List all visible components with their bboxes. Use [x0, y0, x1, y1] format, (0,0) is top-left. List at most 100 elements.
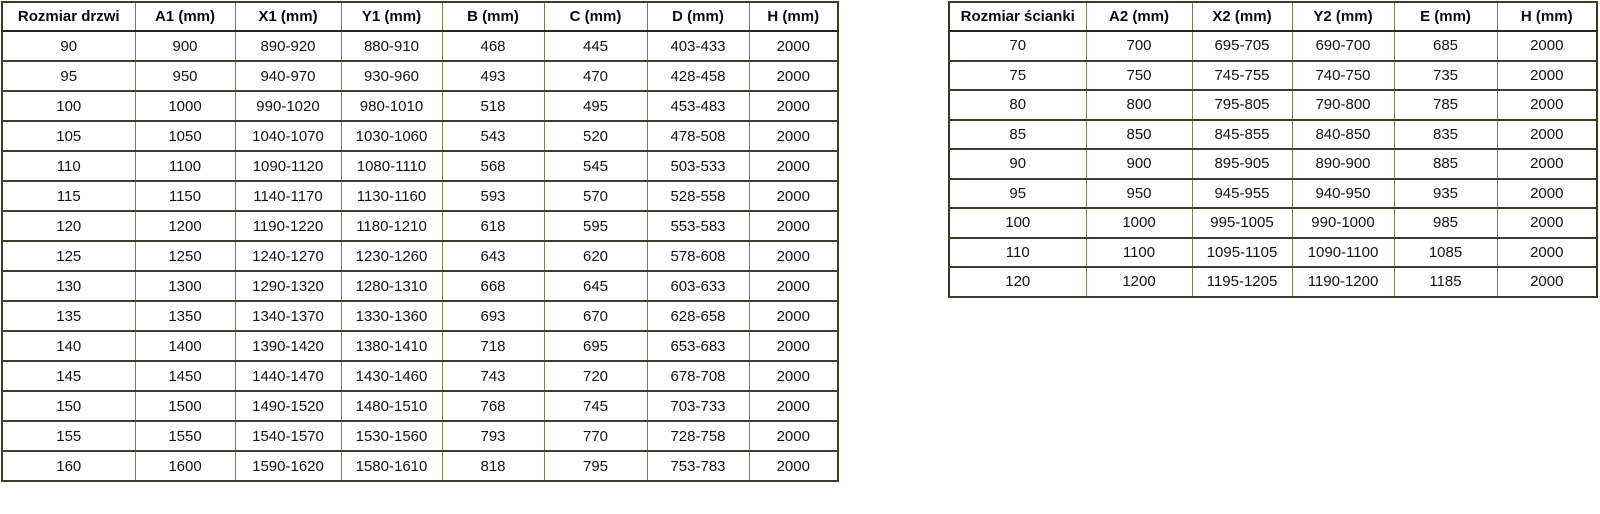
table-row: 80 800 795-805 790-800 785 2000	[948, 89, 1598, 121]
table-cell: 670	[543, 300, 648, 332]
table-cell: 1540-1570	[234, 420, 342, 452]
column-header: B (mm)	[441, 1, 545, 32]
column-header: Rozmiar ścianki	[948, 1, 1087, 32]
table-cell: 2000	[748, 30, 839, 62]
table-cell: 2000	[748, 90, 839, 122]
table-cell: 1030-1060	[340, 120, 443, 152]
table-cell: 1095-1105	[1191, 236, 1293, 268]
table-cell: 1190-1200	[1291, 266, 1395, 298]
table-cell: 720	[543, 360, 648, 392]
table-cell: 1380-1410	[340, 330, 443, 362]
table-cell: 850	[1085, 118, 1193, 150]
table-cell: 1250	[134, 240, 236, 272]
table-cell: 100	[1, 90, 136, 122]
table-row: 135 1350 1340-1370 1330-1360 693 670 628-658 20…	[1, 300, 839, 332]
table-row: 160 1600 1590-1620 1580-1610 818 795 753-783 20…	[1, 450, 839, 482]
table-cell: 1200	[1085, 266, 1193, 298]
column-header: Y2 (mm)	[1291, 1, 1395, 32]
table-cell: 468	[441, 30, 545, 62]
table-cell: 478-508	[646, 120, 750, 152]
table-cell: 1280-1310	[340, 270, 443, 302]
table-cell: 2000	[748, 330, 839, 362]
table-row: 115 1150 1140-1170 1130-1160 593 570 528-558 20…	[1, 180, 839, 212]
table-cell: 2000	[1496, 59, 1598, 91]
column-header: Rozmiar drzwi	[1, 1, 136, 32]
table-cell: 80	[948, 89, 1087, 121]
table-row: 145 1450 1440-1470 1430-1460 743 720 678-708 20…	[1, 360, 839, 392]
column-header: C (mm)	[543, 1, 648, 32]
table-cell: 2000	[1496, 207, 1598, 239]
table-row: 85 850 845-855 840-850 835 2000	[948, 118, 1598, 150]
table-cell: 403-433	[646, 30, 750, 62]
table-cell: 1240-1270	[234, 240, 342, 272]
table-cell: 2000	[748, 390, 839, 422]
table-row: 120 1200 1190-1220 1180-1210 618 595 553-583 20…	[1, 210, 839, 242]
table-cell: 1500	[134, 390, 236, 422]
table-cell: 1490-1520	[234, 390, 342, 422]
table-cell: 700	[1085, 30, 1193, 62]
table-cell: 1550	[134, 420, 236, 452]
table-cell: 520	[543, 120, 648, 152]
table-cell: 900	[134, 30, 236, 62]
table-cell: 930-960	[340, 60, 443, 92]
table-cell: 1080-1110	[340, 150, 443, 182]
table-cell: 2000	[748, 150, 839, 182]
table-cell: 1050	[134, 120, 236, 152]
table-cell: 618	[441, 210, 545, 242]
table-cell: 770	[543, 420, 648, 452]
table-cell: 628-658	[646, 300, 750, 332]
column-header: Y1 (mm)	[340, 1, 443, 32]
table-cell: 1330-1360	[340, 300, 443, 332]
table-cell: 940-950	[1291, 177, 1395, 209]
table-cell: 743	[441, 360, 545, 392]
table-row: 75 750 745-755 740-750 735 2000	[948, 59, 1598, 91]
table-cell: 950	[1085, 177, 1193, 209]
column-header: H (mm)	[1496, 1, 1598, 32]
table-cell: 643	[441, 240, 545, 272]
table-cell: 668	[441, 270, 545, 302]
table-cell: 1300	[134, 270, 236, 302]
table-cell: 2000	[748, 300, 839, 332]
column-header: E (mm)	[1393, 1, 1498, 32]
table-cell: 1150	[134, 180, 236, 212]
table-cell: 1480-1510	[340, 390, 443, 422]
table-cell: 695	[543, 330, 648, 362]
column-header: A1 (mm)	[134, 1, 236, 32]
table-row: 100 1000 995-1005 990-1000 985 2000	[948, 207, 1598, 239]
table-cell: 495	[543, 90, 648, 122]
table-cell: 1290-1320	[234, 270, 342, 302]
table-row: 125 1250 1240-1270 1230-1260 643 620 578-608 20…	[1, 240, 839, 272]
column-header: X2 (mm)	[1191, 1, 1293, 32]
table-cell: 980-1010	[340, 90, 443, 122]
table-cell: 90	[1, 30, 136, 62]
table-cell: 1100	[1085, 236, 1193, 268]
table-cell: 1130-1160	[340, 180, 443, 212]
table-cell: 545	[543, 150, 648, 182]
table-cell: 795	[543, 450, 648, 482]
table-cell: 1230-1260	[340, 240, 443, 272]
table-cell: 703-733	[646, 390, 750, 422]
door-size-table-container: Rozmiar drzwi A1 (mm) X1 (mm) Y1 (mm) B (mm)…	[1, 1, 839, 482]
table-row: 100 1000 990-1020 980-1010 518 495 453-483 2000	[1, 90, 839, 122]
table-cell: 750	[1085, 59, 1193, 91]
table-cell: 428-458	[646, 60, 750, 92]
table-cell: 2000	[1496, 236, 1598, 268]
table-cell: 503-533	[646, 150, 750, 182]
table-cell: 155	[1, 420, 136, 452]
table-cell: 2000	[1496, 89, 1598, 121]
table-cell: 950	[134, 60, 236, 92]
table-cell: 995-1005	[1191, 207, 1293, 239]
table-cell: 900	[1085, 148, 1193, 180]
table-cell: 728-758	[646, 420, 750, 452]
table-cell: 603-633	[646, 270, 750, 302]
table-cell: 795-805	[1191, 89, 1293, 121]
table-cell: 745-755	[1191, 59, 1293, 91]
table-cell: 1190-1220	[234, 210, 342, 242]
table-cell: 1040-1070	[234, 120, 342, 152]
table-cell: 835	[1393, 118, 1498, 150]
table-cell: 845-855	[1191, 118, 1293, 150]
table-cell: 2000	[748, 270, 839, 302]
table-row: 155 1550 1540-1570 1530-1560 793 770 728-758 20…	[1, 420, 839, 452]
table-cell: 150	[1, 390, 136, 422]
table-cell: 90	[948, 148, 1087, 180]
